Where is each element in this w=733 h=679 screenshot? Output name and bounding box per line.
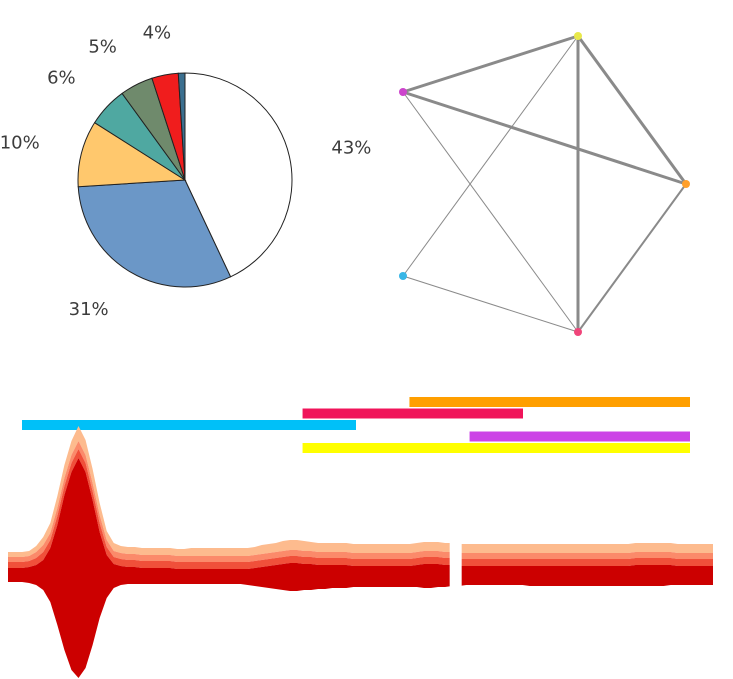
area-gap <box>449 470 462 630</box>
graph-edge <box>402 91 579 333</box>
graph-node <box>574 328 582 336</box>
graph-edge <box>402 275 579 333</box>
pie-slice <box>177 72 186 181</box>
pie-slice-label: 4% <box>143 23 172 44</box>
timeline-bar <box>22 420 356 430</box>
pie-slice-label: 10% <box>0 133 40 154</box>
pie-slice-label: 31% <box>69 299 109 320</box>
graph-node <box>399 272 407 280</box>
pie-chart: 43% 31% 10% 6% 5% 4% <box>0 23 371 320</box>
pie-slice <box>184 72 293 278</box>
timeline-bar <box>302 443 690 453</box>
graph-edge <box>402 35 579 277</box>
graph-node <box>574 32 582 40</box>
pie-slice <box>77 179 232 288</box>
timeline-bar <box>469 431 690 442</box>
graph-node <box>682 180 690 188</box>
pie-slice-label: 43% <box>331 137 371 158</box>
timeline-bar <box>302 408 523 419</box>
area-layer <box>8 458 713 678</box>
graph-node <box>399 88 407 96</box>
stacked-area-chart <box>8 426 713 678</box>
graph-edge <box>402 34 579 94</box>
pie-slice-label: 6% <box>47 67 76 88</box>
graph-edge <box>402 90 687 186</box>
graph-edge <box>576 35 688 185</box>
timeline-chart <box>22 397 690 453</box>
area-layer <box>8 426 713 557</box>
pie-slice-label: 5% <box>88 36 117 57</box>
timeline-bar <box>409 397 690 407</box>
network-graph <box>399 32 690 336</box>
graph-edge <box>577 183 687 333</box>
